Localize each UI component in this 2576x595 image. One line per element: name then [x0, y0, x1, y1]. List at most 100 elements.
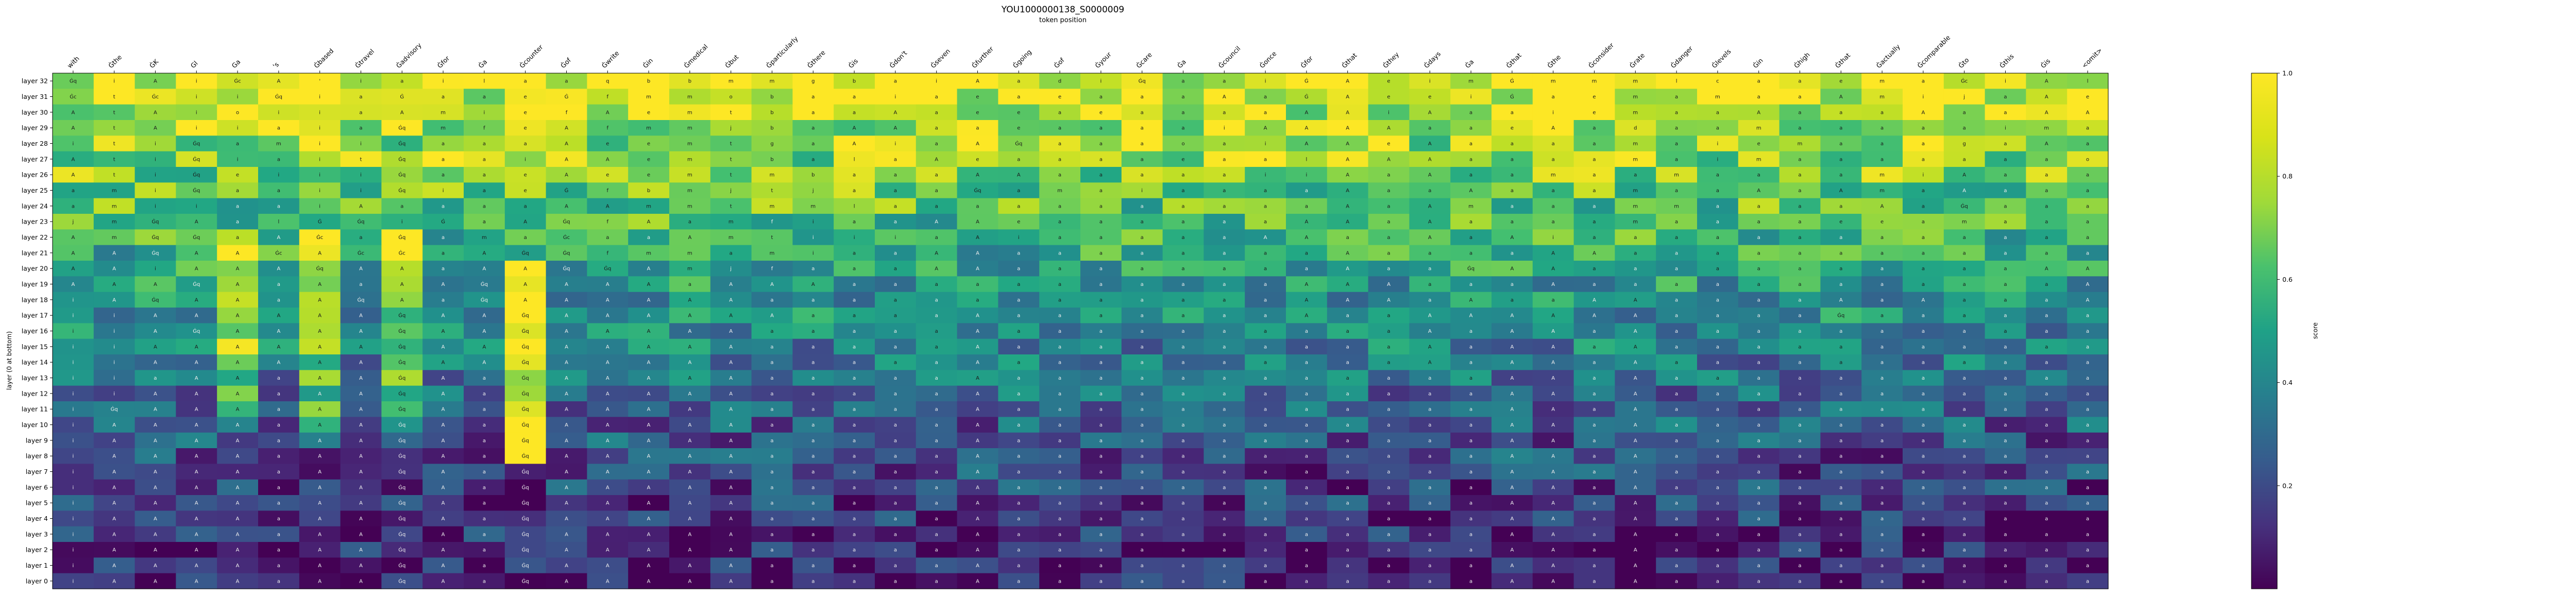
heatmap-cell — [2026, 276, 2067, 293]
cell-token-label: a — [1017, 454, 1020, 460]
heatmap-cell — [1738, 135, 1780, 152]
heatmap-cell — [1492, 198, 1533, 214]
cell-token-label: a — [1798, 250, 1801, 256]
heatmap-cell — [1204, 120, 1245, 136]
cell-token-label: A — [359, 532, 363, 537]
cell-token-label: a — [1963, 454, 1966, 460]
heatmap-cell — [628, 198, 670, 214]
x-tick-label: Ga — [230, 58, 242, 70]
heatmap-cell — [1861, 432, 1903, 449]
cell-token-label: e — [1511, 126, 1514, 131]
cell-token-label: i — [1224, 126, 1225, 131]
cell-token-label: a — [1141, 173, 1144, 178]
heatmap-cell — [299, 292, 341, 308]
cell-token-label: A — [71, 282, 75, 287]
cell-token-label: a — [1058, 282, 1061, 287]
cell-token-label: i — [237, 157, 239, 162]
cell-token-label: a — [1141, 563, 1144, 569]
heatmap-cell — [1327, 151, 1369, 167]
heatmap-cell — [546, 89, 587, 105]
x-tick-label: Ġin — [641, 56, 654, 70]
cell-token-label: A — [606, 407, 609, 413]
heatmap-cell — [587, 151, 629, 167]
cell-token-label: A — [442, 282, 445, 287]
cell-token-label: m — [112, 203, 117, 209]
cell-token-label: f — [607, 250, 609, 256]
heatmap-cell — [1162, 167, 1204, 183]
cell-token-label: A — [976, 501, 979, 506]
cell-token-label: a — [1017, 422, 1020, 428]
heatmap-cell — [299, 120, 341, 136]
cell-token-label: a — [1592, 266, 1596, 272]
cell-token-label: g — [1963, 141, 1966, 147]
heatmap-cell — [875, 448, 917, 464]
heatmap-cell — [93, 308, 135, 324]
cell-token-label: a — [1058, 203, 1061, 209]
cell-token-label: a — [1264, 344, 1267, 350]
heatmap-cell — [1409, 417, 1451, 433]
cell-token-label: A — [976, 250, 979, 256]
cell-token-label: A — [195, 438, 198, 444]
cell-token-label: a — [1181, 344, 1184, 350]
heatmap-cell — [1080, 385, 1122, 402]
cell-token-label: f — [607, 126, 609, 131]
cell-token-label: Ġc — [234, 78, 241, 84]
cell-token-label: i — [73, 485, 74, 490]
cell-token-label: Ġq — [398, 359, 405, 366]
heatmap-cell — [504, 198, 547, 214]
cell-token-label: A — [442, 438, 445, 444]
heatmap-cell — [1450, 276, 1492, 293]
heatmap-cell — [2067, 89, 2109, 105]
cell-token-label: m — [646, 250, 651, 256]
cell-token-label: A — [647, 548, 651, 553]
cell-token-label: a — [2004, 282, 2007, 287]
heatmap-cell — [464, 182, 505, 199]
cell-token-label: a — [1141, 282, 1144, 287]
heatmap-cell — [1162, 276, 1204, 293]
heatmap-cell — [1615, 338, 1656, 355]
cell-token-label: a — [1922, 469, 1925, 475]
cell-token-label: A — [1551, 516, 1555, 522]
cell-token-label: A — [442, 579, 445, 584]
heatmap-cell — [751, 370, 793, 386]
heatmap-cell — [1121, 104, 1163, 121]
heatmap-cell — [258, 198, 300, 214]
heatmap-cell — [93, 245, 135, 261]
cell-token-label: i — [2005, 126, 2006, 131]
cell-token-label: a — [1469, 126, 1472, 131]
cell-token-label: a — [2004, 469, 2007, 475]
cell-token-label: Ġq — [398, 375, 405, 381]
cell-token-label: a — [1757, 407, 1760, 413]
heatmap-cell — [546, 401, 587, 417]
cell-token-label: a — [853, 532, 856, 537]
cell-token-label: i — [319, 173, 320, 178]
heatmap-cell — [1121, 385, 1163, 402]
heatmap-cell — [340, 89, 382, 105]
cell-token-label: a — [1675, 438, 1678, 444]
cell-token-label: a — [1675, 454, 1678, 460]
cell-token-label: i — [73, 297, 74, 303]
heatmap-cell — [176, 323, 217, 339]
cell-token-label: a — [483, 501, 486, 506]
cell-token-label: a — [1099, 469, 1103, 475]
cell-token-label: Ġq — [481, 296, 488, 303]
heatmap-cell — [217, 261, 259, 277]
cell-token-label: Ġq — [1015, 140, 1022, 147]
heatmap-cell — [1779, 214, 1821, 230]
heatmap-cell — [1286, 261, 1328, 277]
cell-token-label: m — [1633, 110, 1638, 115]
cell-token-label: t — [113, 94, 115, 100]
cell-token-label: a — [2004, 173, 2007, 178]
heatmap-cell — [422, 89, 464, 105]
heatmap-cell — [875, 214, 917, 230]
cell-token-label: A — [277, 360, 280, 366]
cell-token-label: A — [195, 422, 198, 428]
heatmap-cell — [1697, 401, 1739, 417]
heatmap-cell — [1245, 323, 1286, 339]
cell-token-label: a — [1469, 360, 1472, 366]
heatmap-cell — [1121, 120, 1163, 136]
cell-token-label: a — [1387, 532, 1390, 537]
cell-token-label: m — [1633, 157, 1638, 162]
heatmap-cell — [1039, 104, 1081, 121]
cell-token-label: a — [770, 501, 773, 506]
